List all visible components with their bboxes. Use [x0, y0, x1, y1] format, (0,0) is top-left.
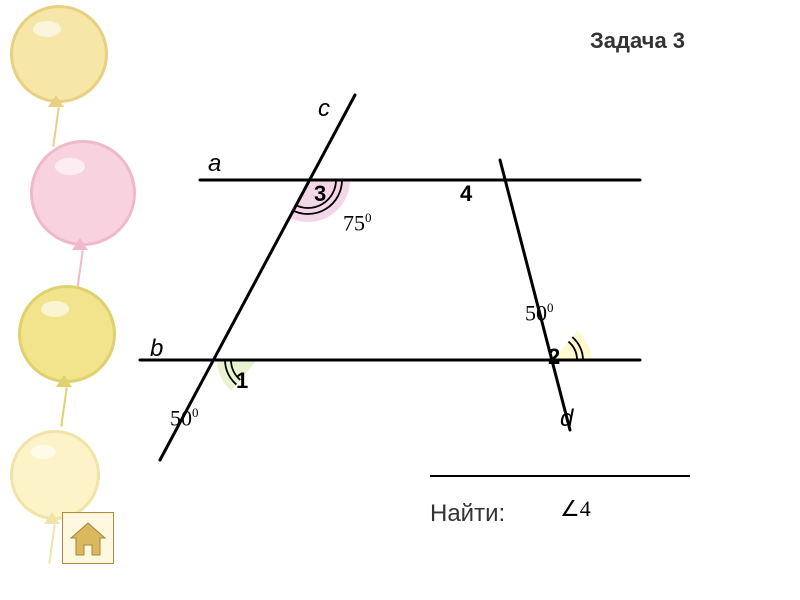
line-label-c: c: [318, 95, 330, 123]
line-label-d: d: [560, 405, 573, 433]
angle-label-1: 1: [236, 368, 248, 394]
divider-line: [430, 475, 690, 477]
angle-value-50-lower: 500: [170, 405, 199, 431]
task-title: Задача 3: [590, 28, 685, 54]
angle-value-50-upper: 500: [525, 300, 554, 326]
find-label: Найти:: [430, 500, 505, 528]
angle-4-symbol: ∠4: [560, 496, 591, 522]
line-label-a: a: [208, 150, 221, 178]
slide-stage: { "title": "Задача 3", "labels": { "a": …: [0, 0, 800, 600]
geometry-diagram: [0, 0, 800, 600]
angle-label-2: 2: [548, 344, 560, 370]
home-icon: [63, 513, 113, 563]
angle-label-3: 3: [314, 181, 326, 207]
line-label-b: b: [150, 335, 163, 363]
angle-value-75: 750: [343, 210, 372, 236]
angle-label-4: 4: [460, 181, 472, 207]
home-button[interactable]: [62, 512, 114, 564]
